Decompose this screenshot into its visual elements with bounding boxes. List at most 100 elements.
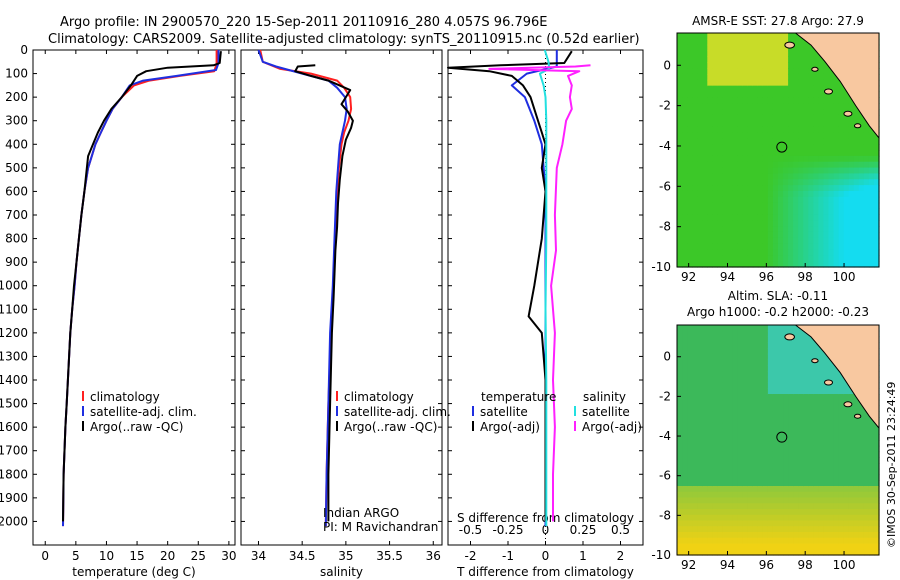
field-cell <box>788 509 794 516</box>
field-cell <box>737 359 744 366</box>
field-cell <box>677 190 683 198</box>
field-cell <box>803 434 809 441</box>
field-cell <box>747 226 754 233</box>
field-cell <box>732 56 739 63</box>
field-cell <box>747 144 754 151</box>
field-cell <box>742 231 749 239</box>
field-cell <box>868 249 875 256</box>
field-cell <box>682 434 688 441</box>
field-cell <box>677 237 683 245</box>
field-cell <box>813 532 819 539</box>
y-tick-label: 1000 <box>0 279 28 293</box>
field-cell <box>712 261 718 268</box>
field-cell <box>848 503 855 510</box>
header-line-1: Argo profile: IN 2900570_220 15-Sep-2011… <box>60 15 548 30</box>
field-cell <box>762 543 769 550</box>
field-cell <box>858 520 865 527</box>
field-cell <box>858 428 865 435</box>
field-cell <box>803 342 809 349</box>
field-cell <box>813 394 819 401</box>
field-cell <box>737 50 744 57</box>
field-cell <box>722 237 729 245</box>
field-cell <box>682 179 688 186</box>
field-cell <box>727 422 734 430</box>
field-cell <box>712 214 718 221</box>
field-cell <box>747 394 754 401</box>
field-cell <box>687 226 693 233</box>
field-cell <box>737 451 744 458</box>
field-cell <box>783 208 789 215</box>
y-tick-label: 200 <box>5 90 28 104</box>
field-cell <box>762 208 769 215</box>
field-cell <box>853 474 860 481</box>
field-cell <box>813 491 819 499</box>
field-cell <box>737 208 744 215</box>
field-cell <box>717 543 724 550</box>
field-cell <box>692 109 698 116</box>
field-cell <box>752 532 759 539</box>
field-cell <box>772 249 779 256</box>
field-cell <box>783 394 789 401</box>
field-cell <box>783 167 789 174</box>
field-cell <box>752 543 759 550</box>
field-cell <box>873 161 880 169</box>
field-cell <box>833 440 840 447</box>
field-cell <box>778 208 784 215</box>
field-cell <box>742 33 749 40</box>
field-cell <box>803 463 809 470</box>
field-cell <box>762 97 769 104</box>
field-cell <box>853 503 860 510</box>
field-cell <box>848 243 855 251</box>
field-cell <box>873 497 880 504</box>
field-cell <box>742 190 749 198</box>
field-cell <box>747 237 754 245</box>
field-cell <box>772 38 779 46</box>
field-cell <box>727 359 734 366</box>
x-tick-label: 35 <box>338 549 353 563</box>
field-cell <box>868 457 875 464</box>
field-cell <box>682 405 688 412</box>
field-cell <box>762 91 769 98</box>
field-cell <box>722 428 729 435</box>
field-cell <box>798 109 804 116</box>
field-cell <box>722 532 729 539</box>
field-cell <box>863 255 870 262</box>
field-cell <box>873 249 880 256</box>
field-cell <box>737 486 744 493</box>
field-cell <box>722 549 729 556</box>
field-cell <box>692 190 698 198</box>
field-cell <box>752 325 759 332</box>
field-cell <box>808 243 814 251</box>
field-cell <box>737 480 744 487</box>
field-cell <box>712 150 718 157</box>
field-cell <box>687 399 693 407</box>
field-cell <box>722 44 729 52</box>
field-cell <box>833 237 840 245</box>
field-cell <box>798 394 804 401</box>
field-cell <box>767 249 774 256</box>
field-cell <box>778 543 784 550</box>
island <box>784 41 795 49</box>
field-cell <box>752 497 759 504</box>
field-cell <box>813 434 819 441</box>
field-cell <box>828 486 835 493</box>
field-cell <box>717 394 724 401</box>
field-cell <box>808 138 814 145</box>
field-cell <box>692 434 698 441</box>
field-cell <box>793 526 799 533</box>
field-cell <box>873 255 880 262</box>
field-cell <box>682 514 688 522</box>
field-cell <box>838 249 845 256</box>
field-cell <box>803 532 809 539</box>
field-cell <box>712 73 718 81</box>
field-cell <box>803 330 809 338</box>
field-cell <box>722 330 729 338</box>
field-cell <box>803 196 809 204</box>
field-cell <box>697 371 703 378</box>
field-cell <box>762 348 769 355</box>
field-cell <box>772 549 779 556</box>
field-cell <box>858 132 865 139</box>
field-cell <box>813 474 819 481</box>
field-cell <box>762 325 769 332</box>
field-cell <box>742 474 749 481</box>
